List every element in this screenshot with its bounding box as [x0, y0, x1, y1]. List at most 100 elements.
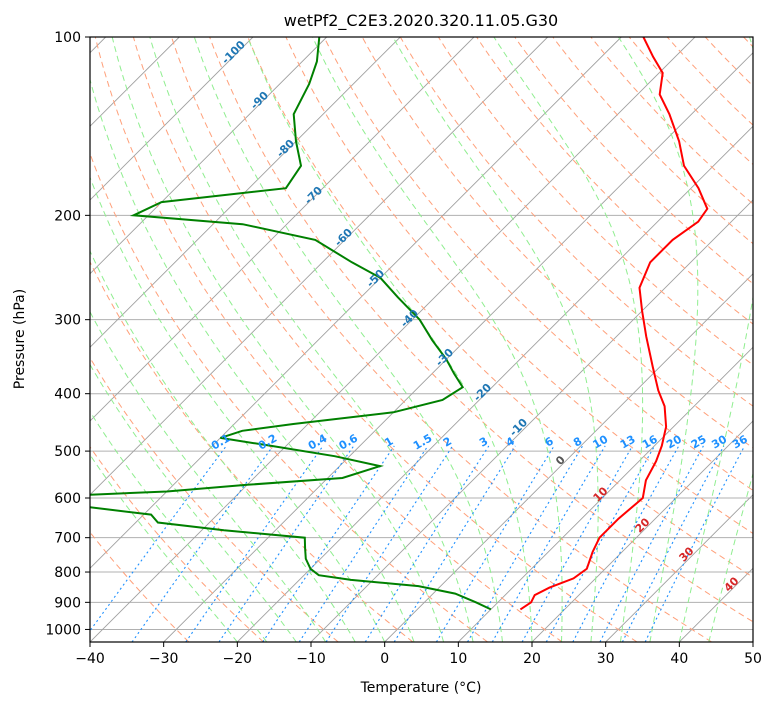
mixing-ratio-line — [645, 446, 744, 642]
dry-adiabat-line — [477, 37, 775, 642]
isotherm-line — [164, 37, 769, 642]
moist-adiabat-line — [0, 37, 296, 642]
dry-adiabat-line — [744, 37, 775, 642]
y-tick-label: 100 — [54, 30, 81, 46]
dry-adiabat-line — [553, 37, 775, 642]
y-tick-label: 800 — [54, 565, 81, 581]
dry-adiabat-label: -90 — [248, 89, 271, 112]
moist-adiabat-line — [0, 37, 267, 642]
dry-adiabat-label: 40 — [722, 574, 742, 594]
dry-adiabat-label: -80 — [274, 137, 297, 160]
mixing-ratio-label: 0.2 — [256, 432, 279, 453]
mixing-ratio-line — [82, 446, 227, 642]
moist-adiabat-line — [313, 37, 562, 642]
dry-adiabat-line — [0, 37, 338, 642]
mixing-ratio-line — [219, 446, 354, 642]
y-tick-label: 600 — [54, 491, 81, 507]
dry-adiabat-line — [95, 37, 562, 642]
dry-adiabat-line — [0, 37, 189, 642]
mixing-ratio-label: 16 — [640, 432, 660, 451]
dry-adiabat-line — [515, 37, 775, 642]
plot-area: -100-90-80-70-60-50-40-30-20-10010203040… — [0, 37, 775, 642]
x-tick-label: −30 — [149, 651, 179, 667]
y-tick-label: 700 — [54, 531, 81, 547]
isotherm-line — [385, 37, 775, 642]
x-tick-label: −20 — [223, 651, 253, 667]
dry-adiabat-line — [438, 37, 775, 642]
mixing-ratio-label: 30 — [709, 432, 729, 451]
mixing-ratio-line — [468, 446, 583, 642]
x-tick-label: −40 — [75, 651, 105, 667]
isotherm-line — [0, 37, 400, 642]
dry-adiabat-label: -30 — [433, 346, 456, 369]
dry-adiabat-line — [133, 37, 637, 642]
moist-adiabat-line — [494, 37, 643, 642]
mixing-ratio-label: 20 — [664, 432, 684, 451]
isotherm-line — [16, 37, 621, 642]
isotherm-line — [0, 37, 474, 642]
mixing-ratio-label: 36 — [730, 432, 750, 451]
mixing-ratio-line — [263, 446, 395, 642]
dewpoint-profile-line — [13, 37, 491, 609]
x-tick-label: 50 — [744, 651, 762, 667]
x-tick-label: 20 — [523, 651, 541, 667]
dry-adiabat-label: -70 — [302, 184, 325, 207]
mixing-ratio-label: 1 — [382, 435, 395, 450]
moist-adiabat-line — [0, 37, 237, 642]
dry-adiabat-label: -40 — [398, 307, 421, 330]
dry-adiabat-label: 30 — [677, 544, 697, 564]
mixing-ratio-label: 6 — [543, 434, 556, 449]
dry-adiabat-label: -20 — [471, 381, 494, 404]
dry-adiabat-line — [19, 37, 413, 642]
dry-adiabat-line — [705, 37, 775, 642]
mixing-ratio-line — [394, 446, 515, 642]
y-tick-label: 1000 — [45, 622, 81, 638]
moist-adiabat-line — [51, 37, 384, 642]
mixing-ratio-line — [573, 446, 679, 642]
moist-adiabat-line — [3, 37, 325, 642]
x-tick-label: 40 — [670, 651, 688, 667]
dry-adiabat-label: -100 — [219, 38, 248, 67]
x-axis-label: Temperature (°C) — [360, 680, 482, 696]
mixing-ratio-line — [186, 446, 323, 642]
isotherm-line — [311, 37, 775, 642]
dry-adiabat-line — [57, 37, 488, 642]
mixing-ratio-label: 1.5 — [411, 432, 434, 453]
mixing-ratio-label: 13 — [618, 433, 638, 452]
dry-adiabat-label: -60 — [332, 226, 355, 249]
x-tick-label: 10 — [449, 651, 467, 667]
y-axis-label: Pressure (hPa) — [12, 289, 28, 389]
x-tick-label: 0 — [380, 651, 389, 667]
isotherm-line — [0, 37, 327, 642]
mixing-ratio-label: 10 — [591, 432, 611, 451]
isotherm-line — [753, 37, 775, 642]
moist-adiabat-line — [150, 37, 473, 642]
moist-adiabat-line — [248, 37, 532, 642]
isotherm-line — [0, 37, 253, 642]
mixing-ratio-label: 0.4 — [306, 431, 330, 452]
isotherm-line — [237, 37, 775, 642]
y-tick-label: 900 — [54, 595, 81, 611]
temperature-profile-line — [520, 37, 707, 609]
x-tick-label: 30 — [597, 651, 615, 667]
mixing-ratio-line — [436, 446, 554, 642]
x-tick-label: −10 — [296, 651, 326, 667]
mixing-ratio-line — [546, 446, 654, 642]
mixing-ratio-line — [365, 446, 489, 642]
isotherm-line — [90, 37, 695, 642]
mixing-ratio-line — [522, 446, 632, 642]
moist-adiabat-line — [709, 37, 775, 642]
isotherm-line — [0, 37, 548, 642]
y-tick-label: 200 — [54, 208, 81, 224]
mixing-ratio-label: 25 — [689, 433, 709, 452]
moist-adiabat-line — [80, 37, 414, 642]
y-tick-label: 500 — [54, 444, 81, 460]
dry-adiabat-line — [172, 37, 712, 642]
isotherm-line — [532, 37, 775, 642]
isotherm-line — [458, 37, 775, 642]
y-tick-label: 400 — [54, 387, 81, 403]
mixing-ratio-line — [492, 446, 605, 642]
